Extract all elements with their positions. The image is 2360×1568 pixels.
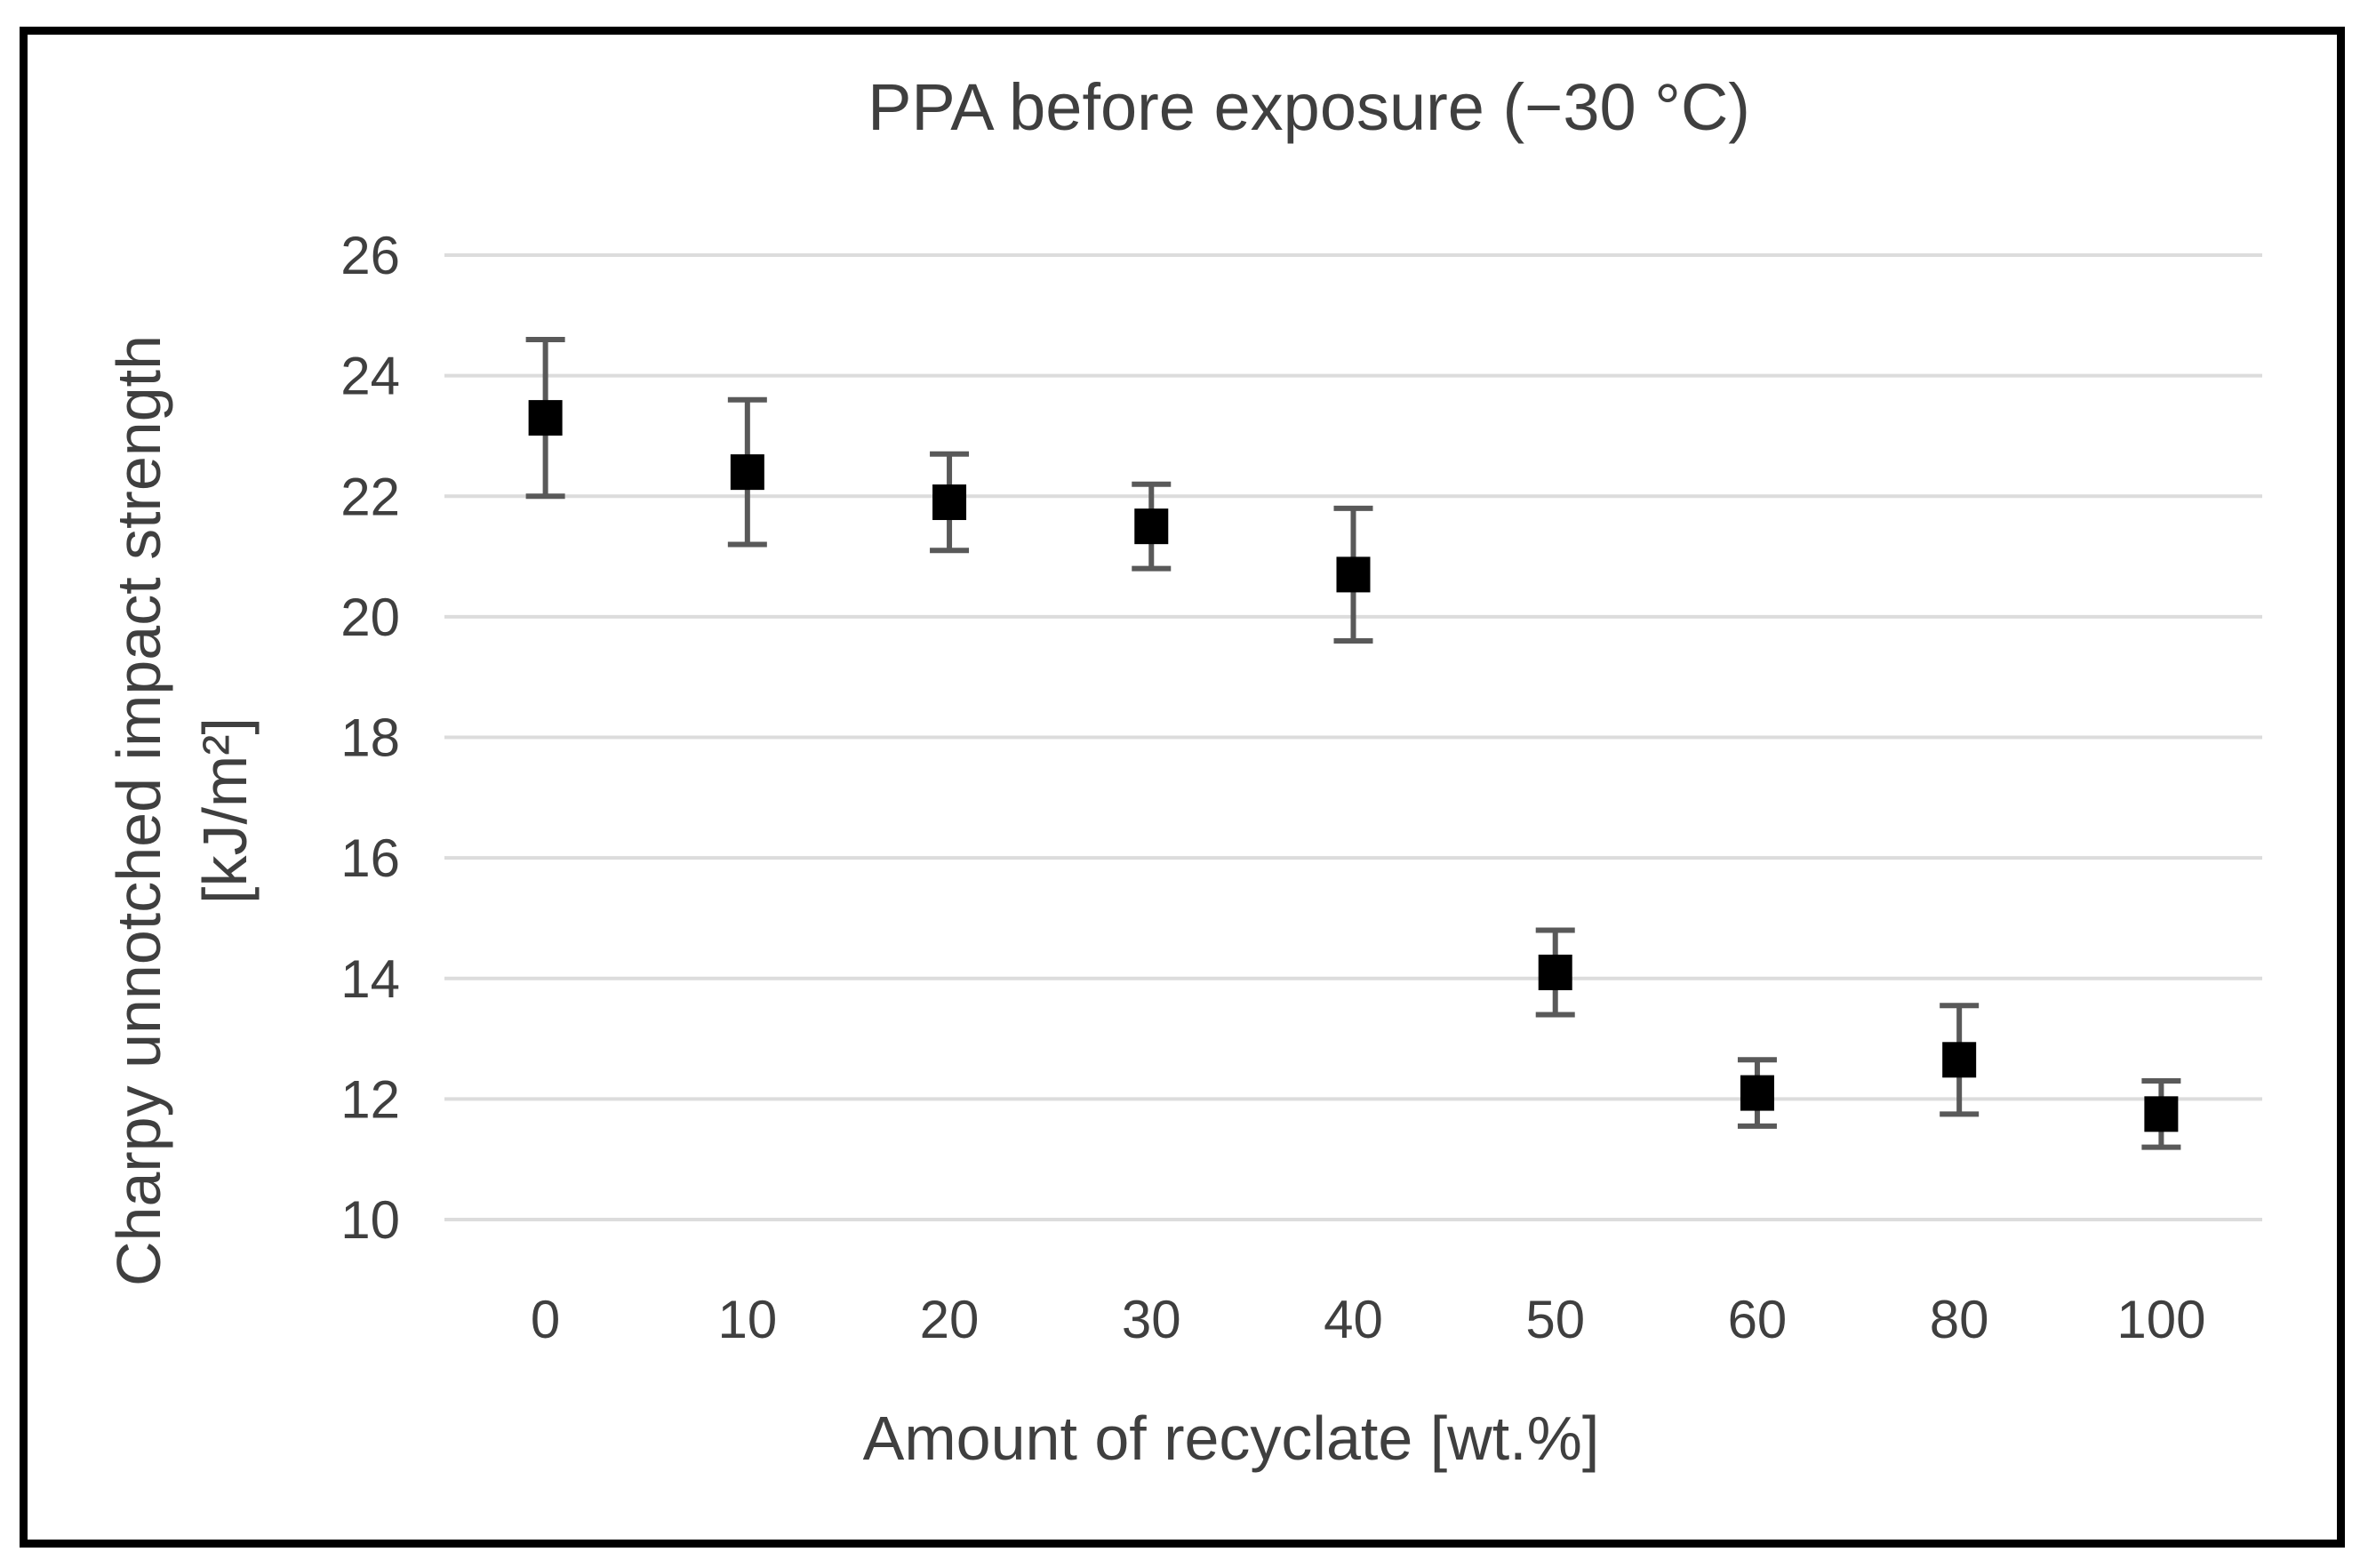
data-point-marker (1740, 1075, 1774, 1111)
chart-title: PPA before exposure (−30 °C) (868, 70, 1750, 144)
data-point-marker (1134, 508, 1169, 545)
y-tick-label: 26 (340, 226, 400, 285)
data-point-marker (730, 454, 764, 491)
y-tick-label: 22 (340, 467, 400, 526)
y-axis-title-unit: [kJ/m²] (190, 717, 260, 904)
y-tick-label: 16 (340, 828, 400, 888)
chart-border (20, 27, 2345, 1548)
x-tick-label: 0 (531, 1290, 560, 1349)
x-tick-label: 50 (1525, 1290, 1585, 1349)
x-tick-label: 100 (2116, 1290, 2205, 1349)
x-tick-label: 30 (1122, 1290, 1181, 1349)
y-tick-label: 18 (340, 708, 400, 768)
data-point-marker (1538, 954, 1572, 990)
data-point-marker (528, 400, 563, 436)
data-point-marker (1942, 1042, 1977, 1078)
x-axis-title: Amount of recyclate [wt.%] (862, 1404, 1600, 1473)
data-point-marker (2144, 1096, 2179, 1132)
y-axis-title: Charpy unnotched impact strength [kJ/m²] (96, 335, 268, 1286)
y-tick-label: 12 (340, 1069, 400, 1129)
y-tick-label: 10 (340, 1190, 400, 1250)
x-tick-label: 60 (1728, 1290, 1788, 1349)
y-axis-title-text: Charpy unnotched impact strength (104, 334, 173, 1287)
y-tick-label: 14 (340, 949, 400, 1009)
data-point-marker (1336, 556, 1371, 593)
x-tick-label: 10 (717, 1290, 777, 1349)
x-tick-label: 80 (1930, 1290, 1989, 1349)
y-tick-label: 24 (340, 347, 400, 406)
x-tick-label: 40 (1324, 1290, 1383, 1349)
y-tick-label: 20 (340, 588, 400, 647)
data-point-marker (932, 484, 967, 521)
x-tick-label: 20 (920, 1290, 980, 1349)
